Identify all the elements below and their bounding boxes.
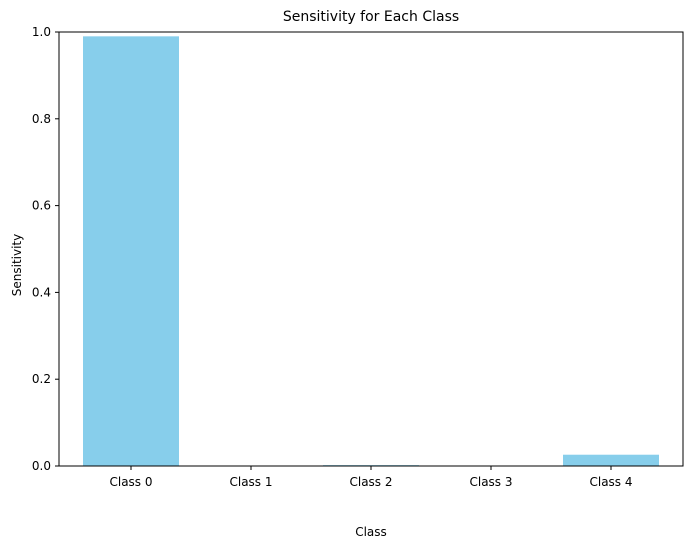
bar-class-0 [83, 36, 179, 467]
x-tick-label: Class 2 [349, 475, 392, 489]
plot-frame [58, 31, 684, 467]
x-tick-label: Class 3 [469, 475, 512, 489]
chart-title: Sensitivity for Each Class [283, 9, 459, 25]
x-tick-label: Class 0 [109, 475, 152, 489]
y-tick-label: 1.0 [32, 25, 51, 39]
x-tick-label: Class 4 [589, 475, 632, 489]
y-tick-label: 0.2 [32, 372, 51, 386]
y-tick-label: 0.4 [32, 285, 51, 299]
bars [83, 36, 659, 467]
x-axis-label: Class [355, 525, 387, 539]
bar-class-4 [563, 454, 659, 466]
y-tick-label: 0.8 [32, 112, 51, 126]
y-tick-label: 0.0 [32, 459, 51, 473]
ticks: Class 0 Class 1 Class 2 Class 3 Class 4 0.0 0.… [32, 25, 633, 489]
y-axis-label: Sensitivity [10, 234, 24, 296]
y-tick-label: 0.6 [32, 199, 51, 213]
x-tick-label: Class 1 [229, 475, 272, 489]
